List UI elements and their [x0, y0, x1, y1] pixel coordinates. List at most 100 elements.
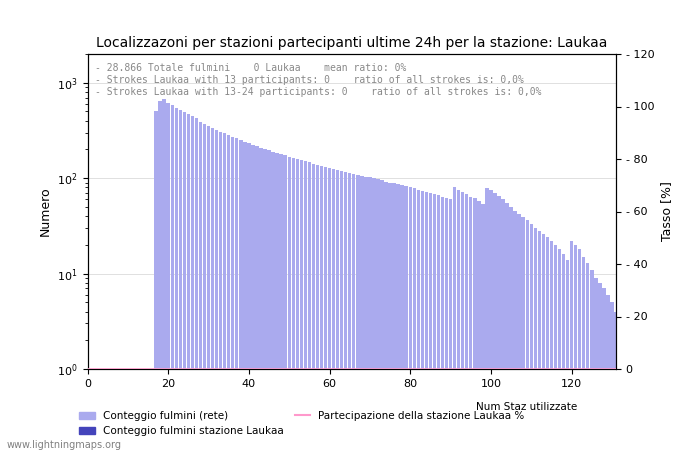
- Bar: [360, 176, 363, 450]
- Bar: [94, 369, 97, 450]
- Bar: [275, 153, 279, 450]
- Bar: [368, 177, 372, 450]
- Bar: [533, 228, 537, 450]
- Bar: [106, 369, 109, 450]
- Text: - 28.866 Totale fulmini    0 Laukaa    mean ratio: 0%
- Strokes Laukaa with 13 p: - 28.866 Totale fulmini 0 Laukaa mean ra…: [95, 63, 542, 97]
- Bar: [469, 197, 472, 450]
- Bar: [473, 198, 477, 450]
- Title: Localizzazoni per stazioni partecipanti ultime 24h per la stazione: Laukaa: Localizzazoni per stazioni partecipanti …: [96, 36, 608, 50]
- Bar: [489, 189, 493, 450]
- Bar: [356, 175, 360, 450]
- Bar: [582, 257, 585, 450]
- Bar: [320, 166, 323, 450]
- Bar: [288, 157, 291, 450]
- Bar: [263, 149, 267, 450]
- Bar: [138, 369, 141, 450]
- Bar: [130, 369, 134, 450]
- Bar: [400, 185, 404, 450]
- Bar: [219, 132, 223, 450]
- Bar: [195, 118, 198, 450]
- Bar: [449, 199, 452, 450]
- Text: www.lightningmaps.org: www.lightningmaps.org: [7, 440, 122, 450]
- Bar: [522, 217, 525, 450]
- Bar: [510, 207, 513, 450]
- Bar: [158, 101, 162, 450]
- Bar: [155, 112, 158, 450]
- Bar: [279, 154, 283, 450]
- Bar: [412, 189, 416, 450]
- Bar: [421, 191, 424, 450]
- Bar: [332, 169, 335, 450]
- Bar: [352, 174, 356, 450]
- Bar: [530, 224, 533, 450]
- Bar: [610, 302, 614, 450]
- Bar: [372, 178, 376, 450]
- Bar: [384, 182, 388, 450]
- Bar: [295, 159, 299, 450]
- Bar: [546, 237, 549, 450]
- Bar: [171, 105, 174, 450]
- Bar: [308, 162, 311, 450]
- Bar: [122, 369, 125, 450]
- Bar: [300, 160, 303, 450]
- Bar: [453, 187, 456, 450]
- Bar: [272, 152, 275, 450]
- Bar: [494, 193, 497, 450]
- Bar: [90, 369, 93, 450]
- Bar: [239, 140, 242, 450]
- Bar: [190, 116, 194, 450]
- Bar: [227, 135, 230, 450]
- Bar: [86, 369, 89, 450]
- Bar: [562, 254, 566, 450]
- Bar: [578, 249, 582, 450]
- Bar: [235, 138, 239, 450]
- Bar: [134, 369, 138, 450]
- Bar: [550, 241, 553, 450]
- Bar: [211, 128, 214, 450]
- Bar: [505, 203, 509, 450]
- Bar: [206, 126, 210, 450]
- Bar: [142, 369, 146, 450]
- Bar: [324, 166, 327, 450]
- Bar: [441, 197, 444, 450]
- Bar: [574, 245, 578, 450]
- Bar: [437, 195, 440, 450]
- Bar: [405, 186, 408, 450]
- Bar: [203, 124, 206, 450]
- Bar: [416, 189, 420, 450]
- Bar: [570, 241, 573, 450]
- Bar: [114, 369, 118, 450]
- Bar: [223, 133, 226, 450]
- Y-axis label: Tasso [%]: Tasso [%]: [660, 181, 673, 242]
- Bar: [542, 234, 545, 450]
- Bar: [606, 295, 610, 450]
- Bar: [256, 146, 259, 450]
- Bar: [590, 270, 594, 450]
- Y-axis label: Numero: Numero: [38, 187, 52, 236]
- Bar: [344, 171, 347, 450]
- Bar: [336, 170, 340, 450]
- Bar: [328, 167, 331, 450]
- Bar: [566, 260, 569, 450]
- Bar: [481, 204, 484, 450]
- Bar: [618, 324, 622, 450]
- Bar: [267, 150, 271, 450]
- Bar: [377, 179, 379, 450]
- Bar: [396, 184, 400, 450]
- Bar: [187, 114, 190, 450]
- Bar: [167, 103, 170, 450]
- Bar: [251, 145, 255, 450]
- Bar: [118, 369, 122, 450]
- Bar: [602, 288, 606, 450]
- Bar: [485, 189, 489, 450]
- Bar: [150, 369, 154, 450]
- Bar: [538, 231, 541, 450]
- Bar: [409, 187, 412, 450]
- Bar: [243, 141, 246, 450]
- Bar: [428, 193, 432, 450]
- Bar: [146, 369, 150, 450]
- Bar: [598, 283, 601, 450]
- Legend: Conteggio fulmini (rete), Conteggio fulmini stazione Laukaa, Partecipazione dell: Conteggio fulmini (rete), Conteggio fulm…: [75, 407, 529, 440]
- Bar: [513, 211, 517, 450]
- Bar: [477, 201, 480, 450]
